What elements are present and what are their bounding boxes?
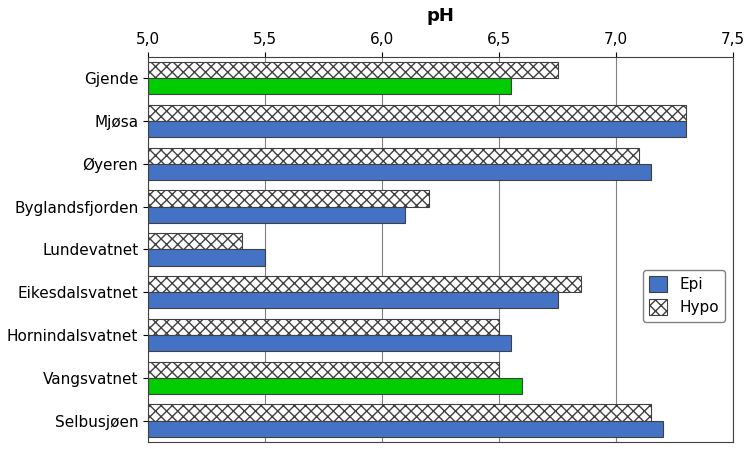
Bar	[148, 207, 405, 223]
Bar	[148, 319, 499, 335]
Bar	[148, 148, 639, 164]
Bar	[148, 361, 499, 378]
Bar	[148, 276, 581, 292]
Bar	[148, 190, 429, 207]
Bar	[148, 62, 557, 78]
Bar	[148, 421, 663, 437]
Bar	[148, 121, 686, 137]
Bar	[148, 378, 523, 394]
Bar	[148, 249, 265, 266]
Bar	[148, 292, 557, 308]
Legend: Epi, Hypo: Epi, Hypo	[643, 270, 726, 321]
Bar	[148, 78, 511, 94]
Bar	[148, 164, 651, 180]
Bar	[148, 105, 686, 121]
Bar	[148, 233, 241, 249]
Bar	[148, 405, 651, 421]
Bar	[148, 335, 511, 351]
Title: pH: pH	[426, 7, 454, 25]
